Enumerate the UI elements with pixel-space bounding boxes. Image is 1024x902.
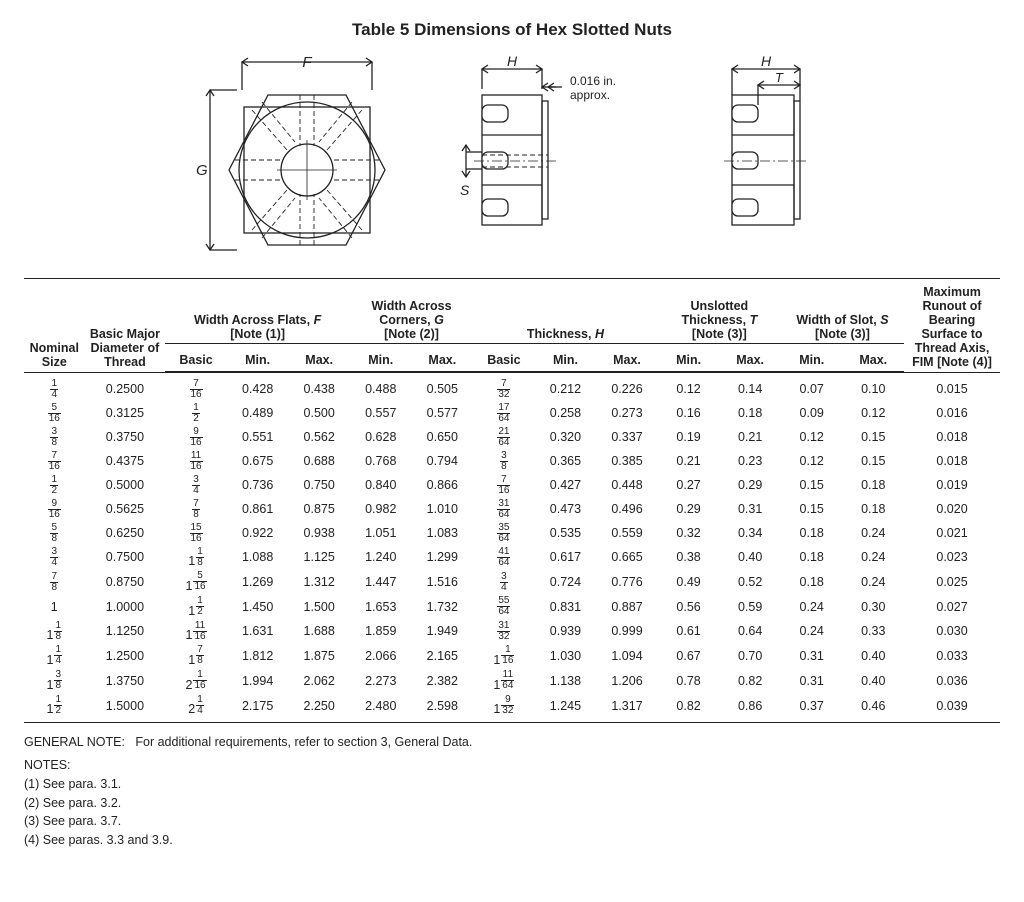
- sub-min: Min.: [350, 344, 412, 371]
- hdr-slot: Width of Slot, S[Note (3)]: [781, 283, 904, 344]
- label-tol-1: 0.016 in.: [570, 74, 616, 88]
- label-G: G: [196, 162, 208, 179]
- hdr-flats: Width Across Flats, F[Note (1)]: [165, 283, 350, 344]
- table-row: 140.25007160.4280.4380.4880.5057320.2120…: [24, 372, 1000, 401]
- general-note-text: For additional requirements, refer to se…: [135, 735, 472, 749]
- note-item: (3) See para. 3.7.: [24, 812, 1000, 831]
- sub-max: Max.: [596, 344, 658, 371]
- dimensions-table: NominalSize Basic MajorDiameter ofThread…: [24, 283, 1000, 723]
- hdr-thickness: Thickness, H: [473, 283, 658, 344]
- table-row: 11.00001121.4501.5001.6531.73255640.8310…: [24, 594, 1000, 619]
- table-row: 9160.5625780.8610.8750.9821.01031640.473…: [24, 497, 1000, 521]
- label-tol-2: approx.: [570, 88, 610, 102]
- diagram-side-view-1: H 0.016 in. approx.: [452, 55, 662, 255]
- table-body: 140.25007160.4280.4380.4880.5057320.2120…: [24, 372, 1000, 723]
- label-S: S: [460, 182, 470, 198]
- sub-min: Min.: [535, 344, 597, 371]
- rule-top: [24, 278, 1000, 279]
- hdr-corners: Width AcrossCorners, G[Note (2)]: [350, 283, 473, 344]
- diagram-row: F G: [24, 50, 1000, 260]
- sub-basic: Basic: [165, 344, 227, 371]
- diagram-side-view-2: H T: [702, 55, 842, 255]
- label-H1: H: [507, 55, 518, 69]
- sub-max: Max.: [288, 344, 350, 371]
- sub-min: Min.: [781, 344, 843, 371]
- sub-max: Max.: [842, 344, 904, 371]
- note-item: (2) See para. 3.2.: [24, 794, 1000, 813]
- note-item: (4) See paras. 3.3 and 3.9.: [24, 831, 1000, 850]
- note-item: (1) See para. 3.1.: [24, 775, 1000, 794]
- label-T: T: [775, 70, 784, 85]
- sub-max: Max.: [719, 344, 781, 371]
- hdr-unslotted: UnslottedThickness, T[Note (3)]: [658, 283, 781, 344]
- table-row: 1381.375021161.9942.0622.2732.382111641.…: [24, 669, 1000, 694]
- table-row: 120.5000340.7360.7500.8400.8667160.4270.…: [24, 473, 1000, 497]
- sub-min: Min.: [658, 344, 720, 371]
- hdr-diameter: Basic MajorDiameter ofThread: [85, 283, 166, 371]
- label-H2: H: [761, 55, 772, 69]
- notes-label: NOTES:: [24, 756, 1000, 775]
- table-row: 780.875015161.2691.3121.4471.516340.7240…: [24, 570, 1000, 595]
- table-title: Table 5 Dimensions of Hex Slotted Nuts: [24, 20, 1000, 40]
- hdr-runout: MaximumRunout ofBearingSurface toThread …: [904, 283, 1000, 371]
- table-row: 1121.50002142.1752.2502.4802.59819321.24…: [24, 693, 1000, 723]
- diagram-top-view: F G: [182, 50, 412, 260]
- general-note-label: GENERAL NOTE:: [24, 735, 125, 749]
- table-row: 580.625015160.9220.9381.0511.08335640.53…: [24, 521, 1000, 545]
- label-F: F: [302, 54, 312, 71]
- table-row: 1141.25001781.8121.8752.0662.16511161.03…: [24, 644, 1000, 669]
- sub-basic: Basic: [473, 344, 535, 371]
- table-row: 5160.3125120.4890.5000.5570.57717640.258…: [24, 401, 1000, 425]
- table-row: 380.37509160.5510.5620.6280.65021640.320…: [24, 425, 1000, 449]
- notes-block: GENERAL NOTE: For additional requirement…: [24, 733, 1000, 850]
- hdr-nominal: NominalSize: [24, 283, 85, 371]
- table-row: 7160.437511160.6750.6880.7680.794380.365…: [24, 449, 1000, 473]
- table-row: 1181.1250111161.6311.6881.8591.94931320.…: [24, 619, 1000, 644]
- sub-min: Min.: [227, 344, 289, 371]
- table-row: 340.75001181.0881.1251.2401.29941640.617…: [24, 545, 1000, 570]
- sub-max: Max.: [412, 344, 474, 371]
